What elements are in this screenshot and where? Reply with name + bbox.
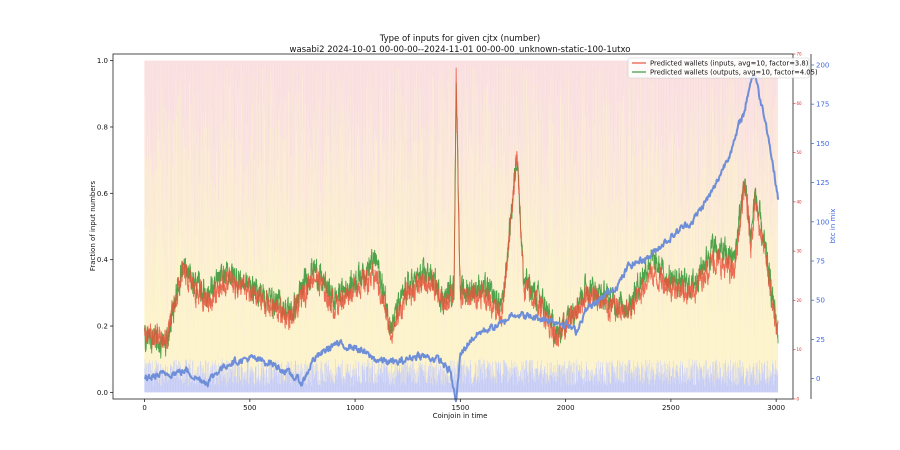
y2-axis-label: btc in mix — [829, 209, 837, 244]
x-tick-label: 500 — [243, 404, 256, 412]
y3-tick-label: 50 — [797, 150, 803, 155]
x-axis-label: Coinjoin in time — [433, 412, 488, 420]
y-tick-label: 0.0 — [97, 389, 108, 397]
x-tick-label: 1500 — [451, 404, 469, 412]
y2-tick-label: 100 — [816, 218, 829, 226]
y3-tick-label: 0 — [797, 397, 800, 402]
x-tick-label: 2500 — [662, 404, 680, 412]
x-tick-label: 2000 — [557, 404, 575, 412]
y3-tick-label: 70 — [797, 52, 803, 57]
background-fraction-band — [144, 67, 779, 336]
legend-label: Predicted wallets (outputs, avg=10, fact… — [650, 69, 818, 77]
y-tick-label: 0.8 — [97, 123, 108, 131]
y-tick-label: 1.0 — [97, 57, 108, 65]
y3-tick-label: 30 — [797, 249, 803, 254]
y2-axis-ticks: 0 25 50 75 100 125 150 175 200 — [811, 61, 829, 383]
y3-tick-label: 60 — [797, 101, 803, 106]
y2-tick-label: 0 — [816, 375, 820, 383]
y-tick-label: 0.2 — [97, 323, 108, 331]
y2-tick-label: 25 — [816, 336, 825, 344]
y2-tick-label: 150 — [816, 140, 829, 148]
background-fraction-band — [144, 359, 779, 393]
y-tick-label: 0.4 — [97, 256, 109, 264]
y2-tick-label: 75 — [816, 258, 825, 266]
x-tick-label: 0 — [142, 404, 146, 412]
series-layer — [144, 67, 780, 403]
y2-tick-label: 175 — [816, 101, 829, 109]
y-tick-label: 0.6 — [97, 190, 109, 198]
x-axis-ticks: 0 500 1000 1500 2000 2500 3000 — [142, 399, 785, 412]
plot-frame — [112, 53, 794, 400]
y3-axis-ticks: 0 10 20 30 40 50 60 70 — [793, 52, 802, 402]
series-line — [144, 67, 779, 352]
legend-box — [627, 57, 810, 79]
y2-tick-label: 200 — [816, 61, 829, 69]
chart-subtitle: wasabi2 2024-10-01 00-00-00--2024-11-01 … — [290, 45, 631, 55]
y3-tick-label: 40 — [797, 199, 803, 204]
y2-tick-label: 50 — [816, 297, 825, 305]
legend: Predicted wallets (inputs, avg=10, facto… — [627, 57, 818, 79]
x-tick-label: 1000 — [346, 404, 364, 412]
y3-tick-label: 10 — [797, 347, 803, 352]
y2-tick-label: 125 — [816, 179, 829, 187]
series-line-btc-in-mix — [144, 72, 780, 403]
x-tick-label: 3000 — [767, 404, 785, 412]
chart-title: Type of inputs for given cjtx (number) — [379, 34, 541, 44]
legend-label: Predicted wallets (inputs, avg=10, facto… — [650, 60, 809, 68]
y-axis-label: Fraction of input numbers — [89, 180, 97, 271]
y-axis-ticks: 0.0 0.2 0.4 0.6 0.8 1.0 — [97, 57, 113, 397]
y3-tick-label: 20 — [797, 298, 803, 303]
